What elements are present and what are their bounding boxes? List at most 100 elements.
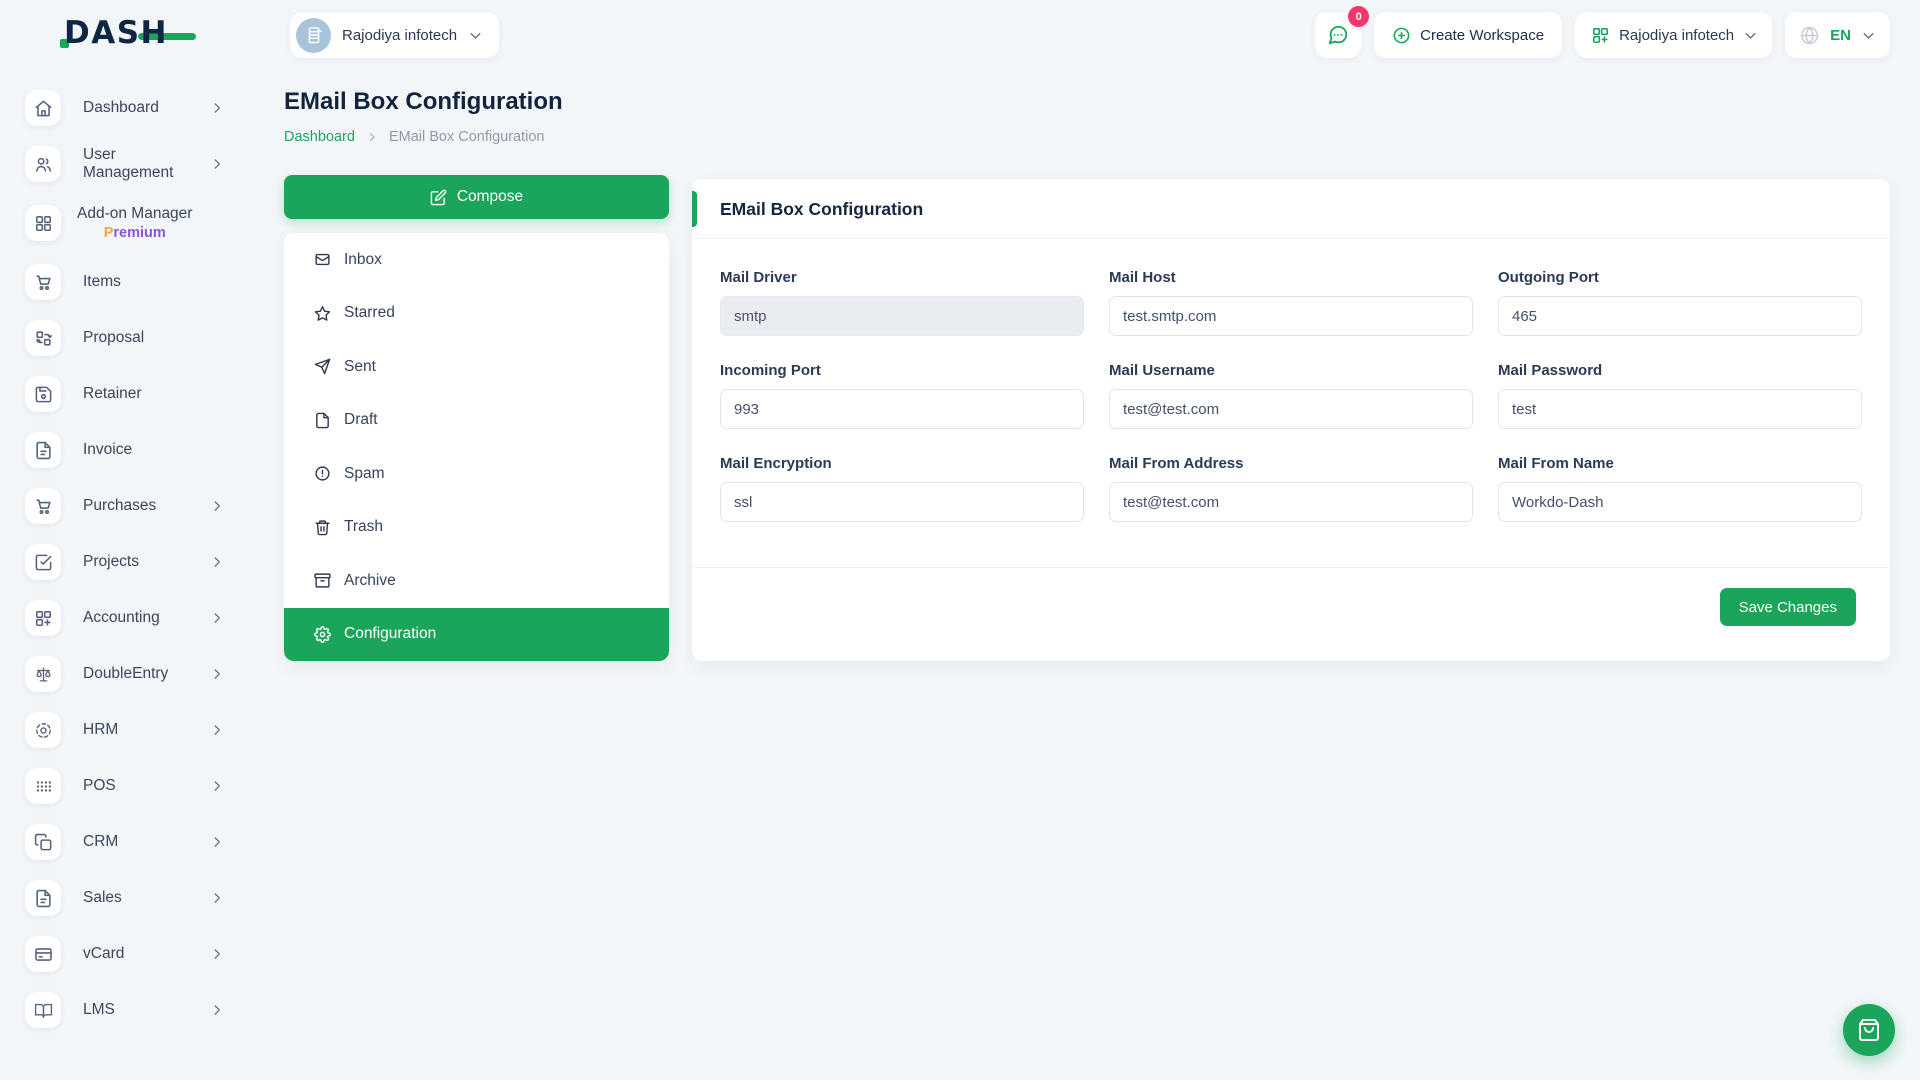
chevron-down-icon — [1743, 28, 1758, 43]
field-mail-from-address: Mail From Address — [1109, 455, 1473, 522]
card-accent-bar — [692, 191, 697, 227]
archive-icon — [314, 572, 331, 589]
chevron-down-icon — [468, 28, 483, 43]
email-config-form: Mail Driver Mail Host Outgoing Port Inco… — [692, 239, 1890, 522]
folder-archive[interactable]: Archive — [284, 554, 669, 608]
sidebar-item-projects[interactable]: Projects — [0, 534, 262, 590]
chevron-right-icon — [210, 499, 224, 513]
mail-from-address-input[interactable] — [1109, 482, 1473, 522]
copy-icon — [25, 824, 61, 860]
sidebar-item-sales[interactable]: Sales — [0, 870, 262, 926]
sidebar-item-lms[interactable]: LMS — [0, 982, 262, 1038]
file-text-icon — [25, 432, 61, 468]
cart-icon — [25, 264, 61, 300]
folder-sent[interactable]: Sent — [284, 340, 669, 394]
language-selector[interactable]: EN — [1785, 12, 1890, 58]
create-workspace-label: Create Workspace — [1420, 26, 1545, 44]
users-icon — [25, 146, 61, 182]
folder-starred[interactable]: Starred — [284, 287, 669, 341]
sidebar-item-user-management[interactable]: User Management — [0, 136, 262, 192]
mail-driver-input[interactable] — [720, 296, 1084, 336]
building-icon — [309, 28, 321, 43]
breadcrumb-dashboard-link[interactable]: Dashboard — [284, 129, 355, 145]
check-square-icon — [25, 544, 61, 580]
language-code: EN — [1830, 26, 1851, 44]
dots-grid-icon — [25, 768, 61, 804]
card-title: EMail Box Configuration — [720, 199, 924, 219]
file-icon — [25, 880, 61, 916]
save-changes-button[interactable]: Save Changes — [1719, 588, 1856, 626]
folder-inbox[interactable]: Inbox — [284, 233, 669, 287]
folder-trash[interactable]: Trash — [284, 501, 669, 555]
sidebar-item-proposal[interactable]: Proposal — [0, 310, 262, 366]
chevron-right-icon — [366, 131, 378, 143]
sidebar-item-hrm[interactable]: HRM — [0, 702, 262, 758]
workspace-switcher[interactable]: Rajodiya infotech — [290, 12, 500, 58]
sidebar-item-pos[interactable]: POS — [0, 758, 262, 814]
sidebar-item-addon-manager[interactable]: Add-on Manager Premium — [0, 192, 262, 254]
mail-folder-list: Inbox Starred Sent Draft Spam Trash Arch… — [284, 233, 669, 661]
field-mail-from-name: Mail From Name — [1498, 455, 1862, 522]
mail-host-input[interactable] — [1109, 296, 1473, 336]
sidebar-item-dashboard[interactable]: Dashboard — [0, 80, 262, 136]
chevron-right-icon — [210, 611, 224, 625]
mail-icon — [314, 251, 331, 268]
compose-edit-icon — [430, 189, 447, 206]
breadcrumb: Dashboard EMail Box Configuration — [284, 129, 545, 145]
sidebar-item-crm[interactable]: CRM — [0, 814, 262, 870]
mail-encryption-input[interactable] — [720, 482, 1084, 522]
chevron-right-icon — [210, 891, 224, 905]
main-sidebar: Dashboard User Management Add-on Manager… — [0, 80, 262, 1038]
chevron-down-icon — [1861, 28, 1876, 43]
file-icon — [314, 412, 331, 429]
chevron-right-icon — [210, 101, 224, 115]
mail-from-name-input[interactable] — [1498, 482, 1862, 522]
breadcrumb-current: EMail Box Configuration — [388, 129, 545, 145]
plus-circle-icon — [1392, 26, 1411, 45]
chevron-right-icon — [210, 723, 224, 737]
chevron-right-icon — [210, 157, 224, 171]
create-workspace-button[interactable]: Create Workspace — [1374, 12, 1563, 58]
incoming-port-input[interactable] — [720, 389, 1084, 429]
mail-username-input[interactable] — [1109, 389, 1473, 429]
swap-icon — [25, 320, 61, 356]
addon-store-fab[interactable] — [1843, 1004, 1895, 1056]
workspace-avatar — [296, 17, 331, 53]
mail-password-input[interactable] — [1498, 389, 1862, 429]
outgoing-port-input[interactable] — [1498, 296, 1862, 336]
grid-plus-icon — [1591, 26, 1610, 45]
home-icon — [25, 90, 61, 126]
chevron-right-icon — [210, 1003, 224, 1017]
field-incoming-port: Incoming Port — [720, 362, 1084, 429]
logo-dot — [60, 39, 69, 48]
sidebar-item-retainer[interactable]: Retainer — [0, 366, 262, 422]
sidebar-item-doubleentry[interactable]: DoubleEntry — [0, 646, 262, 702]
chevron-right-icon — [210, 667, 224, 681]
scales-icon — [25, 656, 61, 692]
chevron-right-icon — [210, 779, 224, 793]
mailbox-sidebar: Compose Inbox Starred Sent Draft Spam Tr… — [284, 175, 669, 661]
sidebar-item-accounting[interactable]: Accounting — [0, 590, 262, 646]
workspace-menu-label: Rajodiya infotech — [1619, 26, 1735, 44]
field-mail-driver: Mail Driver — [720, 269, 1084, 336]
messenger-button[interactable]: 0 — [1315, 6, 1370, 58]
app-logo[interactable]: DASH — [60, 15, 196, 55]
trash-icon — [314, 519, 331, 536]
credit-card-icon — [25, 936, 61, 972]
target-icon — [25, 712, 61, 748]
field-mail-password: Mail Password — [1498, 362, 1862, 429]
sidebar-item-items[interactable]: Items — [0, 254, 262, 310]
folder-spam[interactable]: Spam — [284, 447, 669, 501]
grid-plus-icon — [25, 600, 61, 636]
alert-circle-icon — [314, 465, 331, 482]
send-icon — [314, 358, 331, 375]
workspace-switcher-label: Rajodiya infotech — [342, 26, 458, 44]
compose-button[interactable]: Compose — [284, 175, 669, 219]
sidebar-item-invoice[interactable]: Invoice — [0, 422, 262, 478]
grid-icon — [25, 205, 61, 241]
workspace-menu[interactable]: Rajodiya infotech — [1575, 12, 1773, 58]
sidebar-item-purchases[interactable]: Purchases — [0, 478, 262, 534]
folder-configuration[interactable]: Configuration — [284, 607, 669, 661]
folder-draft[interactable]: Draft — [284, 394, 669, 448]
sidebar-item-vcard[interactable]: vCard — [0, 926, 262, 982]
